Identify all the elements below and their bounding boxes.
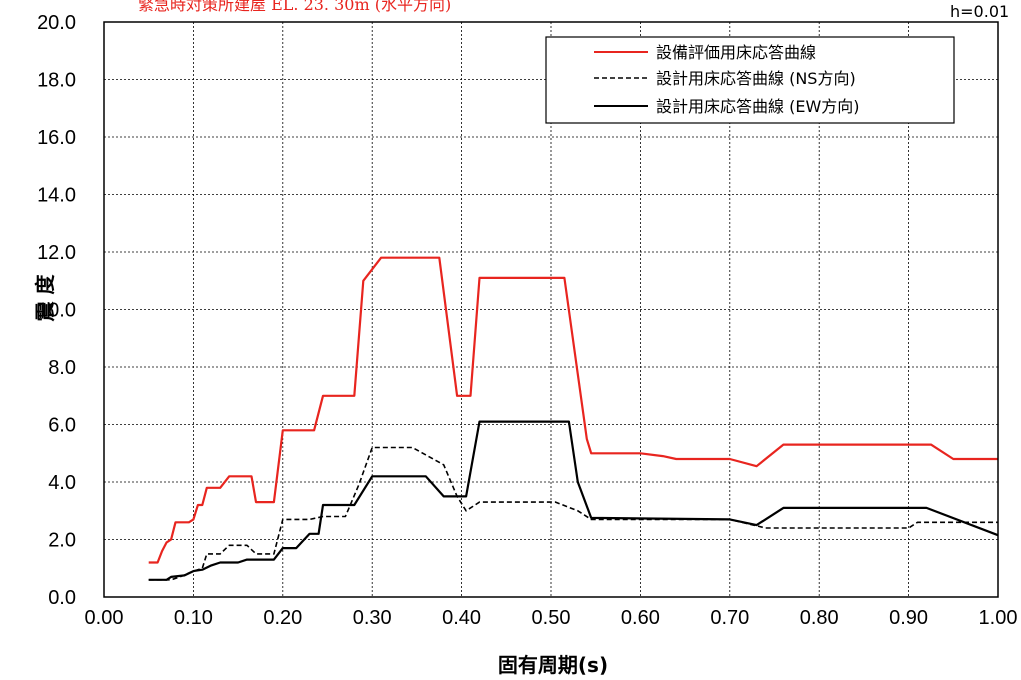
x-tick-label: 0.40	[442, 607, 481, 629]
tick-labels: 0.00 0.10 0.20 0.30 0.40 0.50 0.60 0.70 0.80 0.90…	[37, 12, 1017, 629]
y-tick-label: 6.0	[48, 415, 76, 437]
legend-label-2: 設計用床応答曲線 (EW方向)	[656, 97, 860, 116]
x-tick-label: 0.70	[710, 607, 749, 629]
legend-label-0: 設備評価用床応答曲線	[656, 43, 816, 62]
y-tick-label: 18.0	[37, 70, 76, 92]
x-tick-label: 0.80	[800, 607, 839, 629]
y-tick-label: 4.0	[48, 472, 76, 494]
x-axis-title: 固有周期(s)	[498, 653, 608, 677]
y-tick-label: 10.0	[37, 300, 76, 322]
chart-title: 緊急時対策所建屋 EL. 23. 30m (水平方向)	[138, 0, 451, 14]
y-tick-label: 2.0	[48, 530, 76, 552]
series-layer	[148, 256, 999, 581]
y-axis-title: 震 度	[33, 274, 57, 322]
x-tick-label: 1.00	[979, 607, 1018, 629]
series-line-1	[148, 446, 998, 581]
x-tick-label: 0.20	[263, 607, 302, 629]
x-tick-label: 0.50	[532, 607, 571, 629]
x-tick-label: 0.10	[174, 607, 213, 629]
x-tick-label: 0.30	[353, 607, 392, 629]
legend-label-1: 設計用床応答曲線 (NS方向)	[656, 69, 856, 88]
x-tick-label: 0.90	[889, 607, 928, 629]
y-tick-label: 14.0	[37, 185, 76, 207]
y-tick-label: 0.0	[48, 587, 76, 609]
y-tick-label: 16.0	[37, 127, 76, 149]
plot-frame	[103, 21, 999, 598]
annotation-h: h=0.01	[950, 2, 1009, 21]
x-tick-label: 0.60	[621, 607, 660, 629]
x-tick-label: 0.00	[85, 607, 124, 629]
series-line-2	[148, 420, 999, 581]
series-line-0	[148, 256, 998, 564]
y-tick-label: 8.0	[48, 357, 76, 379]
legend: 設備評価用床応答曲線 設計用床応答曲線 (NS方向) 設計用床応答曲線 (EW方…	[545, 36, 955, 124]
y-tick-label: 20.0	[37, 12, 76, 34]
y-tick-label: 12.0	[37, 242, 76, 264]
